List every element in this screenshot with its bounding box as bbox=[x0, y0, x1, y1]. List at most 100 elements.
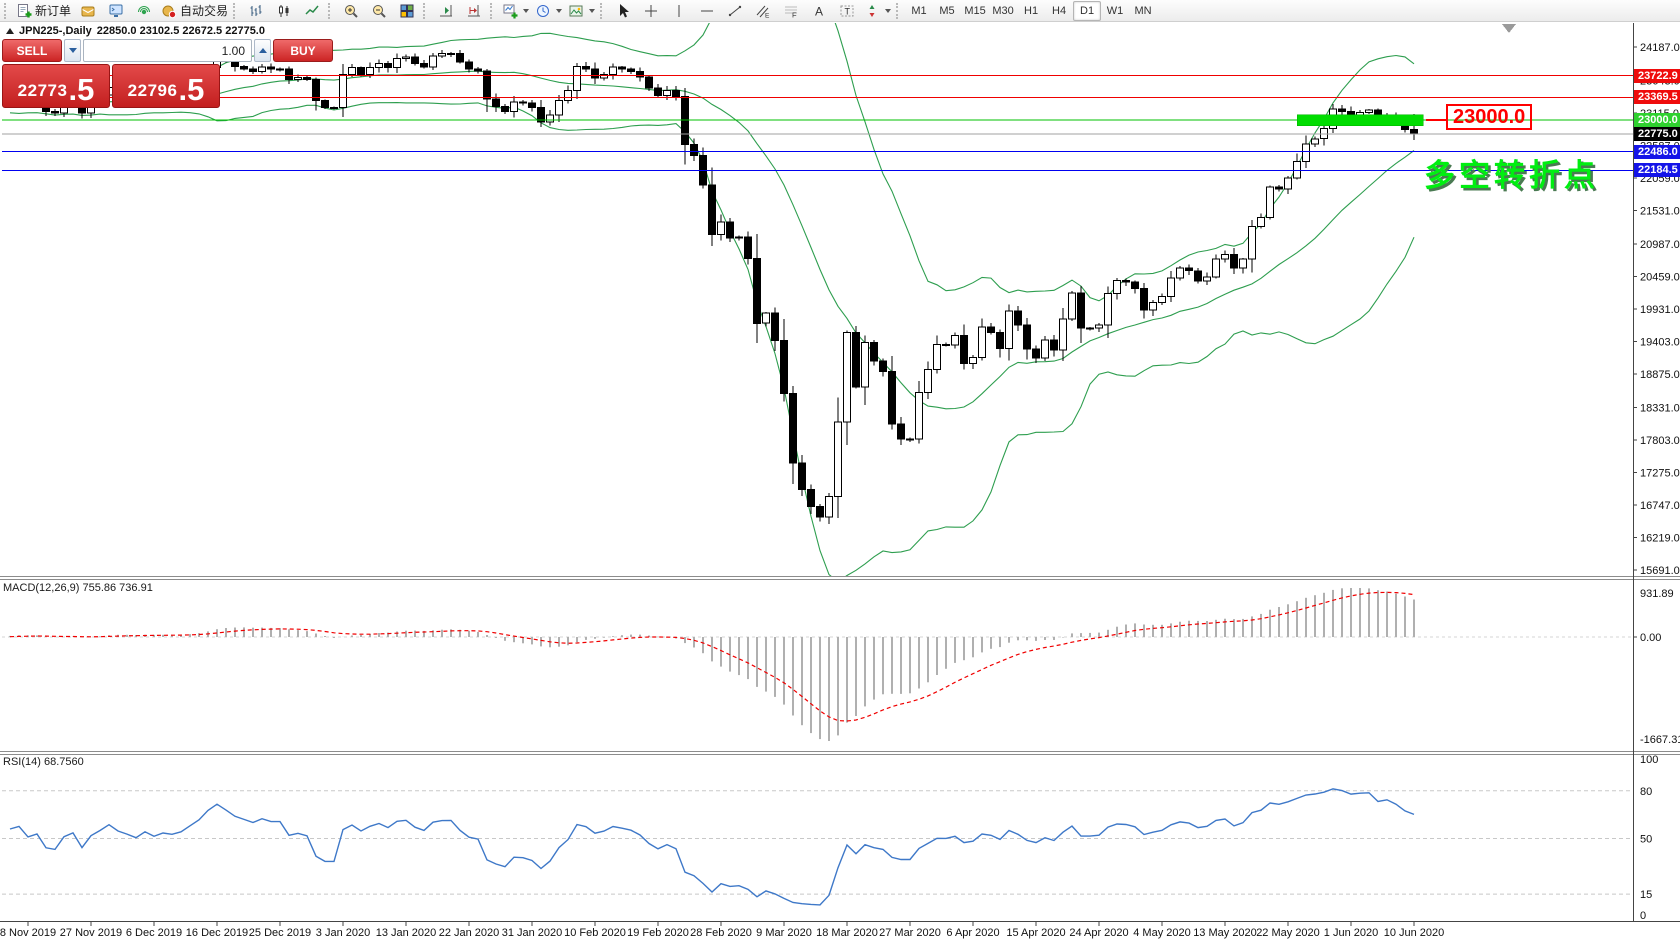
svg-text:31 Jan 2020: 31 Jan 2020 bbox=[502, 927, 563, 939]
timeframe-M5[interactable]: M5 bbox=[939, 4, 955, 17]
chart-shift-button[interactable] bbox=[460, 0, 488, 21]
vertical-line-button[interactable] bbox=[665, 0, 693, 21]
svg-text:9 Mar 2020: 9 Mar 2020 bbox=[756, 927, 812, 939]
autotrading-button[interactable]: 自动交易 bbox=[158, 0, 231, 21]
autotrade-icon bbox=[161, 3, 177, 19]
zoom-out-icon bbox=[371, 3, 387, 19]
rsi-name: RSI(14) bbox=[3, 756, 41, 768]
fibonacci-button[interactable]: F bbox=[777, 0, 805, 21]
svg-text:22 May 2020: 22 May 2020 bbox=[1256, 927, 1320, 939]
volume-down-button[interactable] bbox=[64, 39, 81, 62]
buy-button[interactable]: BUY bbox=[273, 39, 333, 62]
zoom-in-button[interactable] bbox=[337, 0, 365, 21]
axis-price-label: 22775.0 bbox=[1634, 127, 1680, 141]
buy-price-panel[interactable]: 22796 .5 bbox=[112, 64, 220, 108]
svg-text:6 Apr 2020: 6 Apr 2020 bbox=[946, 927, 999, 939]
terminal-button[interactable] bbox=[102, 0, 130, 21]
timeframe-MN[interactable]: MN bbox=[1134, 4, 1152, 17]
text-label-button[interactable]: T bbox=[833, 0, 861, 21]
horizontal-line-button[interactable] bbox=[693, 0, 721, 21]
toolbar-separator bbox=[600, 2, 606, 19]
svg-text:27 Mar 2020: 27 Mar 2020 bbox=[879, 927, 941, 939]
signal-icon bbox=[136, 3, 152, 19]
svg-text:27 Nov 2019: 27 Nov 2019 bbox=[60, 927, 122, 939]
metaeditor-button[interactable] bbox=[74, 0, 102, 21]
trendline-icon bbox=[727, 3, 743, 19]
svg-text:15: 15 bbox=[1640, 889, 1652, 901]
svg-text:24 Apr 2020: 24 Apr 2020 bbox=[1069, 927, 1128, 939]
svg-text:28 Feb 2020: 28 Feb 2020 bbox=[690, 927, 752, 939]
timeframe-M1[interactable]: M1 bbox=[911, 4, 927, 17]
crosshair-button[interactable] bbox=[637, 0, 665, 21]
sell-button[interactable]: SELL bbox=[2, 39, 62, 62]
toolbar-separator bbox=[233, 2, 239, 19]
tile-windows-button[interactable] bbox=[393, 0, 421, 21]
rsi-pane bbox=[2, 788, 1633, 906]
timeframe-W1[interactable]: W1 bbox=[1106, 4, 1124, 17]
svg-text:E: E bbox=[765, 12, 770, 19]
axis-price-label: 23369.5 bbox=[1634, 90, 1680, 104]
new-order-button[interactable]: 新订单 bbox=[13, 0, 74, 21]
highlight-bar bbox=[1296, 114, 1424, 126]
cursor-button[interactable] bbox=[609, 0, 637, 21]
text-button[interactable]: A bbox=[805, 0, 833, 21]
signals-button[interactable] bbox=[130, 0, 158, 21]
dropdown-arrow-icon bbox=[589, 8, 596, 13]
svg-text:18331.0: 18331.0 bbox=[1640, 403, 1680, 415]
svg-text:6 Dec 2019: 6 Dec 2019 bbox=[126, 927, 182, 939]
macd-label: MACD(12,26,9) 755.86 736.91 bbox=[3, 582, 153, 594]
channel-icon: E bbox=[755, 3, 771, 19]
time-axis: 8 Nov 2019 27 Nov 2019 6 Dec 2019 16 Dec 20… bbox=[0, 922, 1444, 939]
bar-chart-button[interactable] bbox=[242, 0, 270, 21]
svg-text:25 Dec 2019: 25 Dec 2019 bbox=[249, 927, 311, 939]
svg-text:100: 100 bbox=[1640, 754, 1658, 766]
svg-text:15691.0: 15691.0 bbox=[1640, 565, 1680, 577]
zoom-out-button[interactable] bbox=[365, 0, 393, 21]
profiles-button[interactable] bbox=[532, 0, 565, 21]
timeframe-H1[interactable]: H1 bbox=[1024, 4, 1039, 17]
dropdown-arrow-icon bbox=[556, 8, 563, 13]
arrows-button[interactable] bbox=[861, 0, 894, 21]
svg-text:0.00: 0.00 bbox=[1640, 632, 1661, 644]
axis-price-label: 23000.0 bbox=[1634, 113, 1680, 127]
volume-input[interactable] bbox=[83, 39, 252, 62]
svg-text:19403.0: 19403.0 bbox=[1640, 337, 1680, 349]
timeframe-H4[interactable]: H4 bbox=[1052, 4, 1067, 17]
svg-text:931.89: 931.89 bbox=[1640, 588, 1674, 600]
cursor-icon bbox=[615, 3, 631, 19]
macd-values: 755.86 736.91 bbox=[82, 582, 153, 594]
terminal-icon bbox=[108, 3, 124, 19]
one-click-trading-panel: SELL BUY 22773 .5 22796 .5 bbox=[2, 39, 333, 108]
candlestick-chart-button[interactable] bbox=[270, 0, 298, 21]
volume-up-button[interactable] bbox=[254, 39, 271, 62]
new-chart-button[interactable] bbox=[499, 0, 532, 21]
sell-price-panel[interactable]: 22773 .5 bbox=[2, 64, 110, 108]
timeframe-M30[interactable]: M30 bbox=[992, 4, 1014, 17]
svg-text:10 Jun 2020: 10 Jun 2020 bbox=[1384, 927, 1445, 939]
line-chart-button[interactable] bbox=[298, 0, 326, 21]
svg-text:21531.0: 21531.0 bbox=[1640, 206, 1680, 218]
timeframe-M15[interactable]: M15 bbox=[964, 4, 986, 17]
trendline-button[interactable] bbox=[721, 0, 749, 21]
candles-icon bbox=[276, 3, 292, 19]
label-t-icon: T bbox=[839, 3, 855, 19]
svg-text:18875.0: 18875.0 bbox=[1640, 369, 1680, 381]
chartshift-icon bbox=[466, 3, 482, 19]
buy-price-int: 22796 bbox=[127, 81, 178, 100]
auto-scroll-button[interactable] bbox=[432, 0, 460, 21]
timeframe-D1[interactable]: D1 bbox=[1073, 0, 1102, 21]
level-lines bbox=[2, 24, 1633, 171]
toolbar-separator bbox=[490, 2, 496, 19]
toolbar: 新订单 自动交易 E F A T M1 M5 M15 M30 H1 H4 D1 W1 MN bbox=[0, 0, 1680, 22]
volume-down-icon bbox=[68, 48, 77, 53]
template-icon bbox=[568, 3, 584, 19]
gold-app-icon bbox=[80, 3, 96, 19]
turning-point-note: 多空转折点 bbox=[1424, 158, 1599, 193]
templates-button[interactable] bbox=[565, 0, 598, 21]
volume-up-icon bbox=[258, 48, 267, 53]
linechart-icon bbox=[304, 3, 320, 19]
svg-text:4 May 2020: 4 May 2020 bbox=[1133, 927, 1190, 939]
equidistant-channel-button[interactable]: E bbox=[749, 0, 777, 21]
svg-text:3 Jan 2020: 3 Jan 2020 bbox=[316, 927, 370, 939]
